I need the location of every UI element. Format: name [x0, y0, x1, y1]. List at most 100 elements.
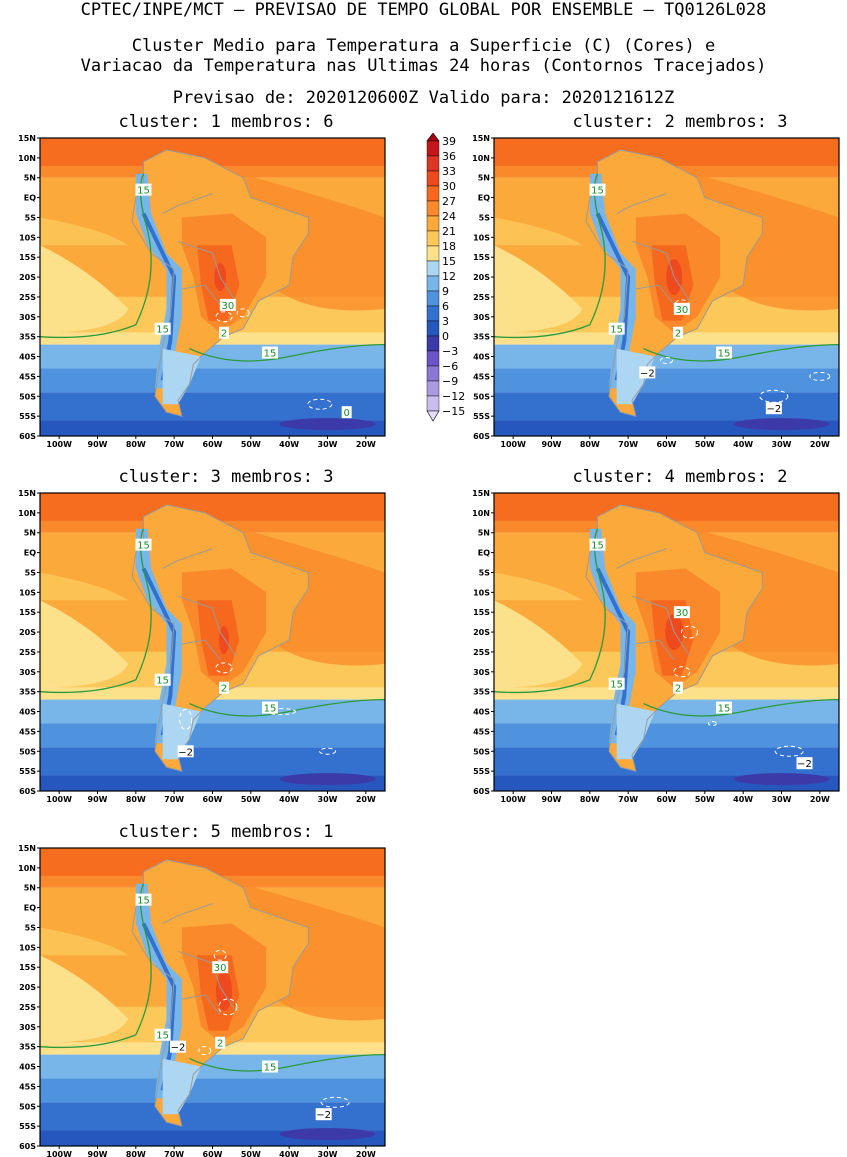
lat-tick-label: 60S: [473, 432, 490, 441]
lat-tick-label: EQ: [24, 904, 36, 913]
contour-label: 2: [217, 1039, 223, 1050]
lat-tick-label: 5S: [25, 923, 37, 932]
lat-tick-label: 30S: [19, 313, 36, 322]
lat-tick-label: 10S: [19, 588, 36, 597]
figure-header-line2: Cluster Medio para Temperatura a Superfi…: [131, 36, 716, 56]
colorbar-bottom-arrow: [426, 410, 440, 422]
lat-tick-label: EQ: [478, 194, 490, 203]
colorbar-level-label: 0: [442, 330, 449, 343]
lat-tick-label: 5N: [24, 529, 36, 538]
colorbar-swatch: [426, 230, 440, 247]
colorbar-level-label: 36: [442, 150, 456, 163]
lat-tick-label: 15N: [18, 844, 36, 853]
lat-tick-label: 60S: [19, 1142, 36, 1151]
lon-tick-label: 80W: [126, 795, 146, 804]
contour-label-box: [154, 322, 171, 335]
panel-title-cluster-5: cluster: 5 membros: 1: [118, 822, 334, 842]
lon-tick-label: 100W: [46, 440, 72, 449]
lat-tick-label: 15S: [19, 253, 36, 262]
contour-label: 15: [156, 325, 169, 336]
contour-label: 15: [137, 896, 150, 907]
colorbar-level-label: 24: [442, 210, 456, 223]
lat-tick-label: 60S: [473, 787, 490, 796]
colorbar-level-label: 6: [442, 300, 449, 313]
lat-tick-label: 20S: [19, 273, 36, 282]
lat-tick-label: 40S: [19, 1063, 36, 1072]
lat-tick-label: 5S: [479, 213, 491, 222]
lon-tick-label: 20W: [356, 440, 376, 449]
lat-tick-label: 25S: [473, 293, 490, 302]
lat-tick-label: 40S: [473, 708, 490, 717]
lat-tick-label: 10N: [18, 864, 36, 873]
contour-label-box: [215, 1036, 226, 1049]
contour-label-box: [608, 322, 625, 335]
colorbar-swatch: [426, 305, 440, 322]
lat-tick-label: 60S: [19, 787, 36, 796]
lat-tick-label: 35S: [473, 688, 490, 697]
lat-tick-label: 15N: [18, 134, 36, 143]
lat-tick-label: 25S: [19, 293, 36, 302]
lat-tick-label: EQ: [478, 549, 490, 558]
contour-label: 30: [221, 301, 234, 312]
lon-tick-label: 90W: [88, 1150, 108, 1157]
contour-label: −2: [171, 1043, 186, 1054]
lat-tick-label: 15S: [19, 608, 36, 617]
lat-tick-label: 50S: [473, 392, 490, 401]
lat-tick-label: 35S: [19, 688, 36, 697]
lon-tick-label: 100W: [500, 440, 526, 449]
contour-label: 15: [610, 325, 623, 336]
figure-header-line4: Previsao de: 2020120600Z Valido para: 20…: [172, 88, 675, 108]
lat-tick-label: 5N: [478, 529, 490, 538]
lat-tick-label: 10N: [18, 154, 36, 163]
contour-label: 15: [610, 680, 623, 691]
contour-label-box: [765, 402, 782, 415]
lat-tick-label: 10S: [19, 943, 36, 952]
lat-tick-label: 20S: [473, 628, 490, 637]
contour-label: −2: [316, 1110, 331, 1121]
lon-tick-label: 30W: [772, 440, 792, 449]
colorbar-swatch: [426, 350, 440, 367]
contour-label: 15: [264, 704, 277, 715]
lon-tick-label: 80W: [580, 795, 600, 804]
contour-label-box: [589, 183, 606, 196]
contour-label: 15: [156, 1031, 169, 1042]
lat-tick-label: 40S: [19, 353, 36, 362]
contour-label: 15: [718, 704, 731, 715]
colorbar-swatch: [426, 170, 440, 187]
lon-tick-label: 30W: [318, 1150, 338, 1157]
colorbar-level-label: 12: [442, 270, 456, 283]
lat-tick-label: 30S: [19, 668, 36, 677]
lat-tick-label: 10N: [18, 509, 36, 518]
lon-tick-label: 100W: [500, 795, 526, 804]
contour-label: 15: [591, 186, 604, 197]
contour-label-box: [608, 677, 625, 690]
panel-title-cluster-2: cluster: 2 membros: 3: [572, 112, 788, 132]
colorbar-level-label: −9: [442, 375, 458, 388]
contour-label-box: [716, 346, 732, 359]
contour-label: 15: [264, 1063, 277, 1074]
contour-label: 15: [264, 349, 277, 360]
lat-tick-label: 50S: [473, 747, 490, 756]
lon-tick-label: 70W: [618, 440, 638, 449]
lon-tick-label: 20W: [810, 795, 830, 804]
colorbar-swatch: [426, 185, 440, 202]
lat-tick-label: 15N: [472, 489, 490, 498]
contour-label-box: [315, 1108, 332, 1121]
colorbar-swatch: [426, 320, 440, 337]
lon-tick-label: 30W: [318, 795, 338, 804]
lat-tick-label: 50S: [19, 1102, 36, 1111]
lat-tick-label: EQ: [24, 549, 36, 558]
map-panel-cluster-4: 15 15 15 30 2 −2 15N 10N 5N EQ 5S 10S 15S 20S 25S 30S 35…: [472, 489, 840, 804]
lat-tick-label: 55S: [19, 412, 36, 421]
lon-tick-label: 50W: [241, 795, 261, 804]
contour-label-box: [135, 538, 152, 551]
contour-label: −2: [640, 368, 655, 379]
lon-tick-label: 50W: [241, 1150, 261, 1157]
lat-tick-label: 25S: [19, 1003, 36, 1012]
lat-tick-label: 50S: [19, 392, 36, 401]
lon-tick-label: 30W: [772, 795, 792, 804]
lat-tick-label: 20S: [473, 273, 490, 282]
lat-tick-label: 35S: [19, 1043, 36, 1052]
contour-label-box: [154, 1028, 171, 1041]
colorbar-swatch: [426, 140, 440, 157]
